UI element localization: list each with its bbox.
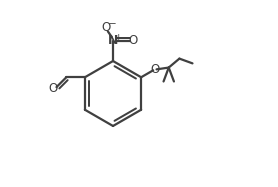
Text: +: + [115,33,122,42]
Text: O: O [49,82,58,95]
Text: O: O [150,63,159,76]
Text: −: − [108,19,116,29]
Text: O: O [101,22,111,34]
Text: N: N [108,34,118,47]
Text: O: O [128,34,137,47]
